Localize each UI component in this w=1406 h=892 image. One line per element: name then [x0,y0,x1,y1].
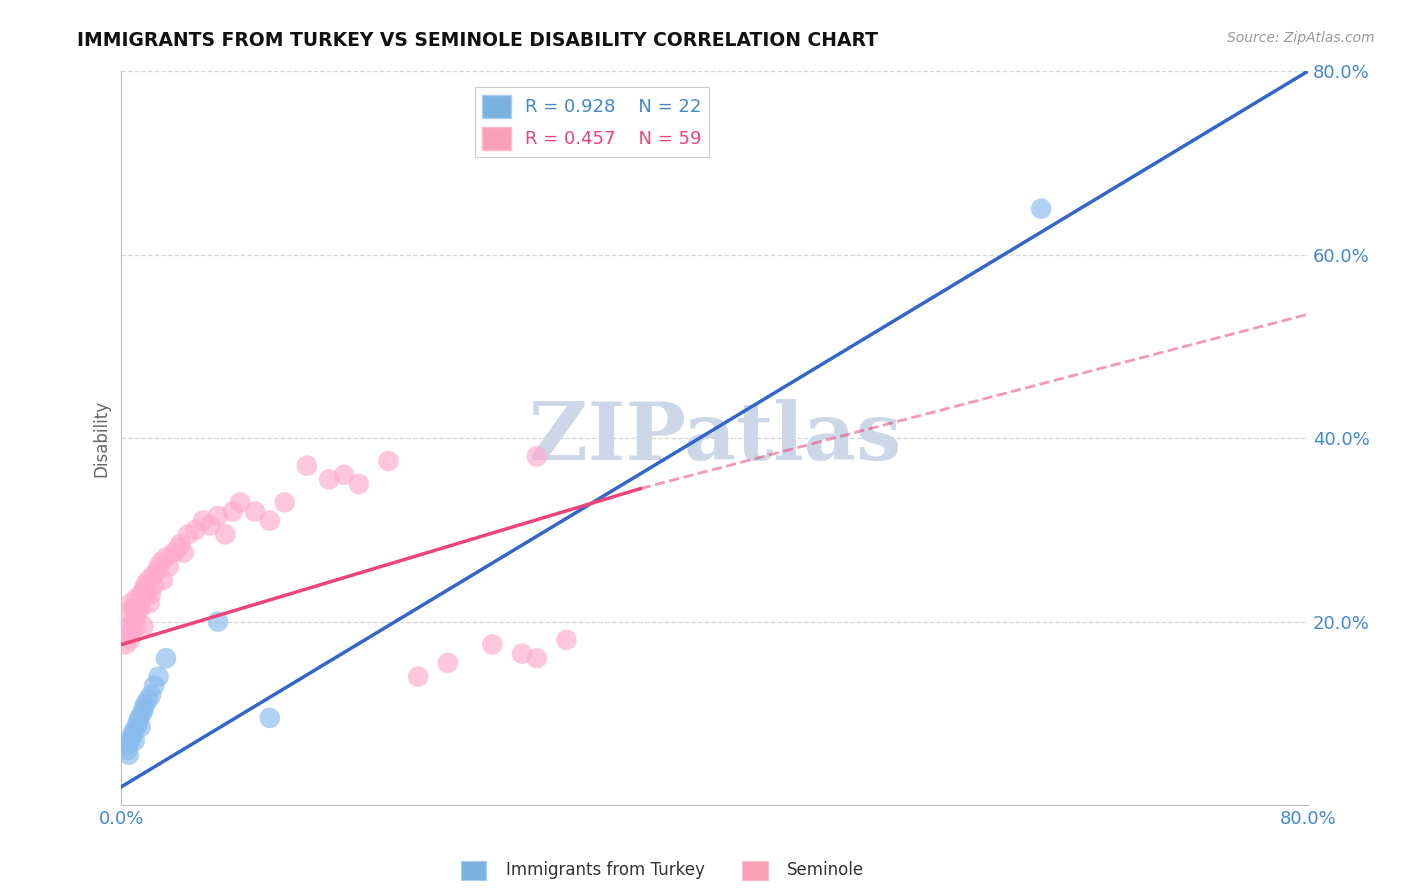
Text: IMMIGRANTS FROM TURKEY VS SEMINOLE DISABILITY CORRELATION CHART: IMMIGRANTS FROM TURKEY VS SEMINOLE DISAB… [77,31,879,50]
Point [129,587,152,601]
Point [148,670,170,684]
Legend: R = 0.928    N = 22, R = 0.457    N = 59: R = 0.928 N = 22, R = 0.457 N = 59 [475,87,709,157]
Point [155,550,177,565]
Point [333,467,356,482]
Point [115,739,138,753]
Point [125,591,148,606]
Point [118,747,141,762]
Point [120,596,142,610]
Point [259,514,281,528]
Point [122,615,145,629]
Point [526,450,548,464]
Text: Immigrants from Turkey: Immigrants from Turkey [506,861,704,879]
Point [127,606,149,620]
Point [134,578,156,592]
Point [222,504,245,518]
Point [124,734,146,748]
Point [135,587,157,601]
Point [131,591,153,606]
Point [510,647,533,661]
Point [128,711,150,725]
Point [125,619,148,633]
Point [129,600,152,615]
Point [436,656,458,670]
Point [184,523,207,537]
Point [150,555,173,569]
Point [129,720,152,734]
Point [295,458,318,473]
Point [318,472,340,486]
Point [481,638,503,652]
Point [214,527,236,541]
Point [229,495,252,509]
Point [139,587,162,601]
Point [143,679,166,693]
Point [118,606,141,620]
Point [132,582,155,597]
Point [207,509,229,524]
Point [136,574,159,588]
Text: Source: ZipAtlas.com: Source: ZipAtlas.com [1227,31,1375,45]
Point [121,624,143,638]
Point [166,541,188,556]
Point [406,670,429,684]
Point [121,729,143,743]
Point [162,546,184,560]
Point [1031,202,1053,216]
Point [125,720,148,734]
Point [243,504,266,518]
Point [122,724,145,739]
Point [273,495,295,509]
Point [139,688,162,702]
Point [173,546,195,560]
Point [152,574,174,588]
Point [138,596,160,610]
Point [526,651,548,665]
Point [117,743,139,757]
Point [377,454,399,468]
Point [157,559,180,574]
Point [115,638,138,652]
Point [132,619,155,633]
Point [191,514,214,528]
Text: Seminole: Seminole [787,861,865,879]
Point [143,578,166,592]
Text: ZIPatlas: ZIPatlas [529,399,901,477]
Point [142,568,165,582]
Point [128,596,150,610]
Point [120,734,142,748]
Point [259,711,281,725]
Point [177,527,200,541]
Y-axis label: Disability: Disability [93,400,110,476]
Point [207,615,229,629]
Point [155,651,177,665]
Point [134,697,156,711]
Point [131,706,153,721]
Point [555,632,578,647]
Point [146,564,169,578]
Point [117,628,139,642]
Point [136,692,159,706]
Point [118,619,141,633]
Point [200,518,222,533]
Point [127,715,149,730]
Point [120,632,142,647]
Point [347,477,370,491]
Point [122,600,145,615]
Point [148,559,170,574]
Point [124,610,146,624]
Point [132,702,155,716]
Point [170,536,193,550]
